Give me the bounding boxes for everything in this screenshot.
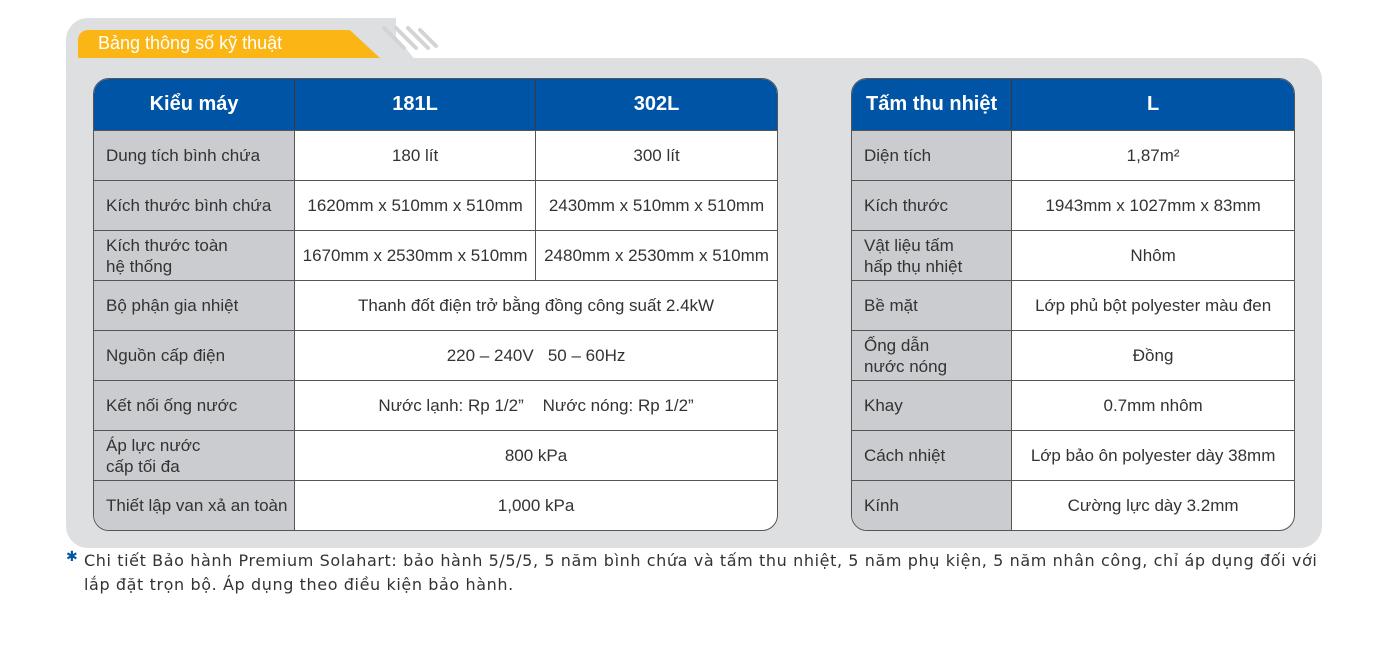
cell-value: 1,87m² xyxy=(1011,130,1294,180)
row-label: Cách nhiệt xyxy=(852,430,1012,480)
warranty-footnote: Chi tiết Bảo hành Premium Solahart: bảo … xyxy=(84,551,1318,594)
table-row: Dung tích bình chứa 180 lít 300 lít xyxy=(94,130,777,180)
table-row: Kết nối ống nước Nước lạnh: Rp 1/2” Nước … xyxy=(94,380,777,430)
table-row: Bề mặt Lớp phủ bột polyester màu đen xyxy=(852,280,1294,330)
table-row: Kích thước bình chứa 1620mm x 510mm x 510… xyxy=(94,180,777,230)
cell-value: 2480mm x 2530mm x 510mm xyxy=(535,230,777,280)
table-row: Kính Cường lực dày 3.2mm xyxy=(852,480,1294,530)
column-header: 302L xyxy=(535,79,777,130)
column-header: L xyxy=(1011,79,1294,130)
header-row: Kiểu máy 181L 302L xyxy=(94,79,777,130)
row-label: Kích thước bình chứa xyxy=(94,180,295,230)
tank-spec-table: Kiểu máy 181L 302L Dung tích bình chứa 180 l… xyxy=(93,78,778,531)
cell-value: Cường lực dày 3.2mm xyxy=(1011,480,1294,530)
table-row: Kích thước 1943mm x 1027mm x 83mm xyxy=(852,180,1294,230)
column-header: Kiểu máy xyxy=(94,79,295,130)
cell-value: 1,000 kPa xyxy=(294,480,777,530)
table-row: Kích thước toàn hệ thống 1670mm x 2530mm x… xyxy=(94,230,777,280)
row-label: Kích thước toàn hệ thống xyxy=(94,230,295,280)
row-label: Khay xyxy=(852,380,1012,430)
cell-value: 0.7mm nhôm xyxy=(1011,380,1294,430)
table-row: Cách nhiệt Lớp bảo ôn polyester dày 38mm xyxy=(852,430,1294,480)
table-row: Diện tích 1,87m² xyxy=(852,130,1294,180)
decorative-stripes-icon xyxy=(382,26,438,50)
table-row: Nguồn cấp điện 220 – 240V 50 – 60Hz xyxy=(94,330,777,380)
row-label: Bộ phận gia nhiệt xyxy=(94,280,295,330)
row-label: Vật liệu tấm hấp thụ nhiệt xyxy=(852,230,1012,280)
section-title: Bảng thông số kỹ thuật xyxy=(98,33,283,53)
table-row: Vật liệu tấm hấp thụ nhiệt Nhôm xyxy=(852,230,1294,280)
cell-value: Nhôm xyxy=(1011,230,1294,280)
asterisk-icon: ✱ xyxy=(66,549,78,565)
row-label: Dung tích bình chứa xyxy=(94,130,295,180)
cell-value: Đồng xyxy=(1011,330,1294,380)
cell-value: 2430mm x 510mm x 510mm xyxy=(535,180,777,230)
row-label: Kích thước xyxy=(852,180,1012,230)
row-label: Kính xyxy=(852,480,1012,530)
cell-value: 1620mm x 510mm x 510mm xyxy=(294,180,536,230)
row-label: Kết nối ống nước xyxy=(94,380,295,430)
table-row: Khay 0.7mm nhôm xyxy=(852,380,1294,430)
row-label: Áp lực nước cấp tối đa xyxy=(94,430,295,480)
cell-value: 220 – 240V 50 – 60Hz xyxy=(294,330,777,380)
cell-value: 800 kPa xyxy=(294,430,777,480)
cell-value: 1670mm x 2530mm x 510mm xyxy=(294,230,536,280)
row-label: Bề mặt xyxy=(852,280,1012,330)
table-row: Ống dẫn nước nóng Đồng xyxy=(852,330,1294,380)
cell-value: 300 lít xyxy=(535,130,777,180)
cell-value: Lớp bảo ôn polyester dày 38mm xyxy=(1011,430,1294,480)
row-label: Thiết lập van xả an toàn xyxy=(94,480,295,530)
row-label: Diện tích xyxy=(852,130,1012,180)
section-tab: Bảng thông số kỹ thuật xyxy=(78,30,380,58)
column-header: Tấm thu nhiệt xyxy=(852,79,1012,130)
cell-value: Lớp phủ bột polyester màu đen xyxy=(1011,280,1294,330)
cell-value: Nước lạnh: Rp 1/2” Nước nóng: Rp 1/2” xyxy=(294,380,777,430)
cell-value: Thanh đốt điện trở bằng đồng công suất 2… xyxy=(294,280,777,330)
cell-value: 180 lít xyxy=(294,130,536,180)
row-label: Ống dẫn nước nóng xyxy=(852,330,1012,380)
table-row: Áp lực nước cấp tối đa 800 kPa xyxy=(94,430,777,480)
header-row: Tấm thu nhiệt L xyxy=(852,79,1294,130)
column-header: 181L xyxy=(294,79,536,130)
table-row: Bộ phận gia nhiệt Thanh đốt điện trở bằng… xyxy=(94,280,777,330)
row-label: Nguồn cấp điện xyxy=(94,330,295,380)
table-row: Thiết lập van xả an toàn 1,000 kPa xyxy=(94,480,777,530)
cell-value: 1943mm x 1027mm x 83mm xyxy=(1011,180,1294,230)
collector-spec-table: Tấm thu nhiệt L Diện tích 1,87m² Kích thước 1… xyxy=(851,78,1295,531)
